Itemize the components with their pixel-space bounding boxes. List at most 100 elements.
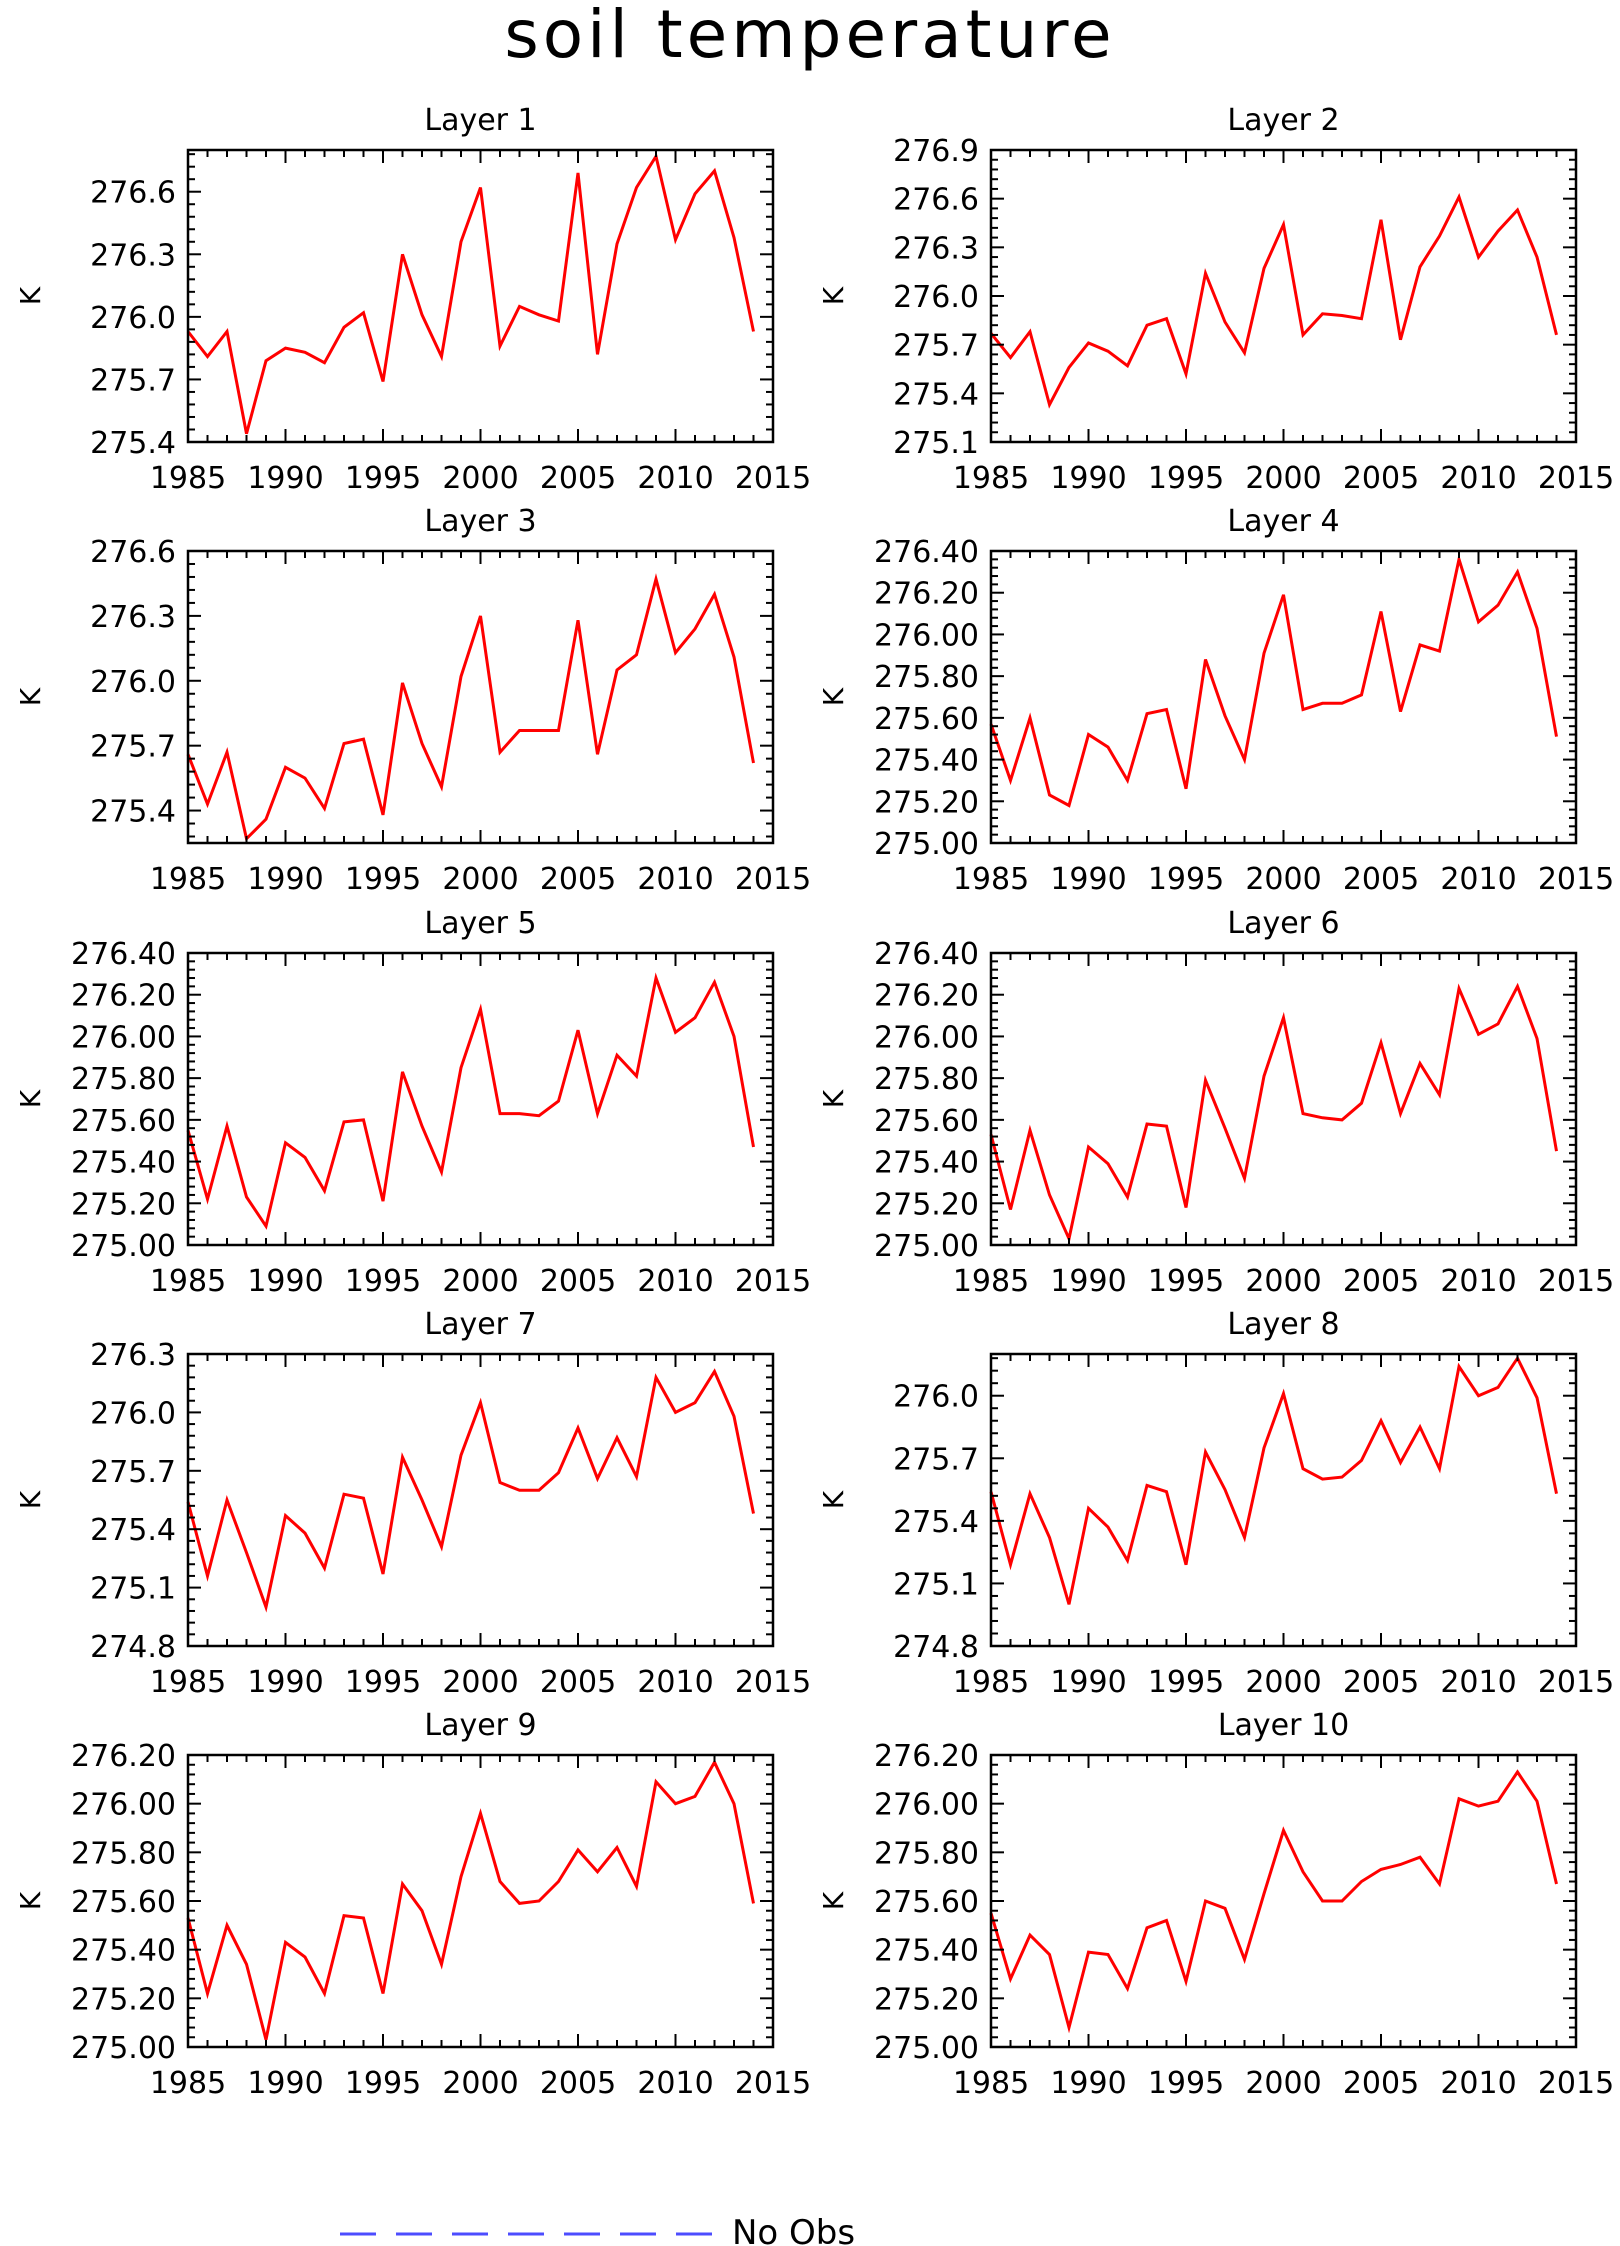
y-tick-label: 276.6 [893, 183, 979, 218]
x-tick-label: 1990 [247, 2066, 323, 2101]
legend: No Obs [340, 2213, 855, 2246]
x-tick-label: 1990 [1050, 2066, 1126, 2101]
x-tick-label: 1990 [247, 461, 323, 496]
x-tick-label: 2015 [1538, 1264, 1614, 1299]
x-tick-label: 1995 [345, 2066, 421, 2101]
x-tick-label: 1985 [953, 461, 1029, 496]
y-axis-label: K [817, 1891, 850, 1910]
panel-title: Layer 4 [1227, 504, 1339, 539]
panel-title: Layer 7 [424, 1307, 536, 1342]
y-axis-label: K [817, 286, 850, 305]
y-tick-label: 275.1 [893, 1567, 979, 1602]
y-tick-label: 275.00 [71, 1229, 176, 1264]
y-tick-label: 275.60 [71, 1104, 176, 1139]
y-tick-label: 275.60 [874, 702, 979, 737]
y-axis-label: K [14, 1089, 47, 1108]
y-tick-label: 275.80 [71, 1062, 176, 1097]
y-tick-label: 275.40 [71, 1146, 176, 1181]
x-tick-label: 1995 [345, 1264, 421, 1299]
y-tick-label: 276.20 [874, 1739, 979, 1774]
plot-frame [989, 148, 1578, 444]
x-tick-label: 1995 [1148, 862, 1224, 897]
x-tick-label: 2000 [442, 1665, 518, 1700]
y-axis-label: K [14, 1891, 47, 1910]
panel-layer-10: Layer 10 K 1985 1990 1995 2000 2005 2010 2015 275… [817, 1708, 1614, 2101]
x-tick-label: 2015 [1538, 2066, 1614, 2101]
y-tick-label: 275.80 [874, 660, 979, 695]
panel-title: Layer 8 [1227, 1307, 1339, 1342]
y-tick-label: 275.4 [893, 1505, 979, 1540]
y-tick-label: 275.20 [874, 1187, 979, 1222]
series-line [989, 1769, 1558, 2034]
panel-title: Layer 3 [424, 504, 536, 539]
x-tick-label: 2015 [1538, 862, 1614, 897]
y-tick-label: 275.4 [893, 377, 979, 412]
x-tick-label: 1990 [1050, 1665, 1126, 1700]
x-tick-label: 1995 [345, 862, 421, 897]
y-tick-label: 275.4 [90, 1513, 176, 1548]
x-tick-label: 1990 [1050, 461, 1126, 496]
x-tick-label: 1990 [247, 1665, 323, 1700]
y-tick-label: 276.20 [71, 979, 176, 1014]
y-tick-label: 276.00 [874, 1020, 979, 1055]
y-axis-label: K [817, 1490, 850, 1509]
x-tick-label: 2005 [540, 1665, 616, 1700]
y-tick-label: 275.4 [90, 795, 176, 830]
x-tick-label: 1995 [345, 1665, 421, 1700]
y-tick-label: 275.80 [874, 1062, 979, 1097]
series-line [989, 193, 1558, 409]
panel-layer-9: Layer 9 K 1985 1990 1995 2000 2005 2010 2015 275.… [14, 1708, 811, 2101]
y-tick-label: 276.20 [71, 1739, 176, 1774]
x-tick-label: 1995 [1148, 461, 1224, 496]
legend-label-no-obs: No Obs [732, 2213, 855, 2246]
plot-frame [989, 951, 1578, 1247]
x-tick-label: 1995 [345, 461, 421, 496]
x-tick-label: 1995 [1148, 1264, 1224, 1299]
panel-layer-5: Layer 5 K 1985 1990 1995 2000 2005 2010 2015 275.… [14, 906, 811, 1299]
y-tick-label: 276.3 [90, 1338, 176, 1373]
x-tick-label: 2005 [540, 862, 616, 897]
y-tick-label: 275.4 [90, 426, 176, 461]
x-tick-label: 1985 [953, 862, 1029, 897]
x-tick-label: 2015 [735, 2066, 811, 2101]
x-tick-label: 2010 [1440, 2066, 1516, 2101]
series-line [186, 573, 755, 842]
x-tick-label: 1990 [1050, 862, 1126, 897]
y-tick-label: 275.40 [874, 1934, 979, 1969]
y-tick-label: 276.6 [90, 535, 176, 570]
x-tick-label: 2005 [1343, 2066, 1419, 2101]
panel-layer-8: Layer 8 K 1985 1990 1995 2000 2005 2010 2015 274.… [817, 1307, 1614, 1700]
panel-layer-1: Layer 1 K 1985 1990 1995 2000 2005 2010 2015 275.… [14, 103, 811, 496]
y-tick-label: 275.7 [893, 329, 979, 364]
panel-title: Layer 5 [424, 906, 536, 941]
x-tick-label: 2015 [1538, 461, 1614, 496]
x-tick-label: 1985 [150, 862, 226, 897]
y-tick-label: 275.7 [90, 1455, 176, 1490]
x-tick-label: 1985 [150, 2066, 226, 2101]
y-tick-label: 275.1 [893, 426, 979, 461]
y-tick-label: 276.00 [874, 618, 979, 653]
x-tick-label: 2000 [1245, 862, 1321, 897]
plot-frame [989, 1753, 1578, 2049]
x-tick-label: 2000 [442, 461, 518, 496]
y-tick-label: 275.40 [71, 1934, 176, 1969]
panel-layer-2: Layer 2 K 1985 1990 1995 2000 2005 2010 2015 275.… [817, 103, 1614, 496]
y-tick-label: 275.60 [874, 1104, 979, 1139]
x-tick-label: 1995 [1148, 2066, 1224, 2101]
y-axis-label: K [14, 1490, 47, 1509]
page-title: soil temperature [504, 0, 1116, 73]
panel-layer-7: Layer 7 K 1985 1990 1995 2000 2005 2010 2015 274.… [14, 1307, 811, 1700]
x-tick-label: 2015 [735, 1264, 811, 1299]
x-tick-label: 2000 [442, 2066, 518, 2101]
series-line [186, 152, 755, 435]
x-tick-label: 2010 [1440, 461, 1516, 496]
y-tick-label: 276.0 [90, 665, 176, 700]
y-tick-label: 275.60 [874, 1885, 979, 1920]
y-tick-label: 276.0 [893, 1380, 979, 1415]
y-tick-label: 275.20 [71, 1187, 176, 1222]
y-tick-label: 276.40 [874, 535, 979, 570]
x-tick-label: 2015 [735, 862, 811, 897]
y-axis-label: K [817, 1089, 850, 1108]
y-tick-label: 275.00 [874, 827, 979, 862]
y-tick-label: 275.60 [71, 1885, 176, 1920]
